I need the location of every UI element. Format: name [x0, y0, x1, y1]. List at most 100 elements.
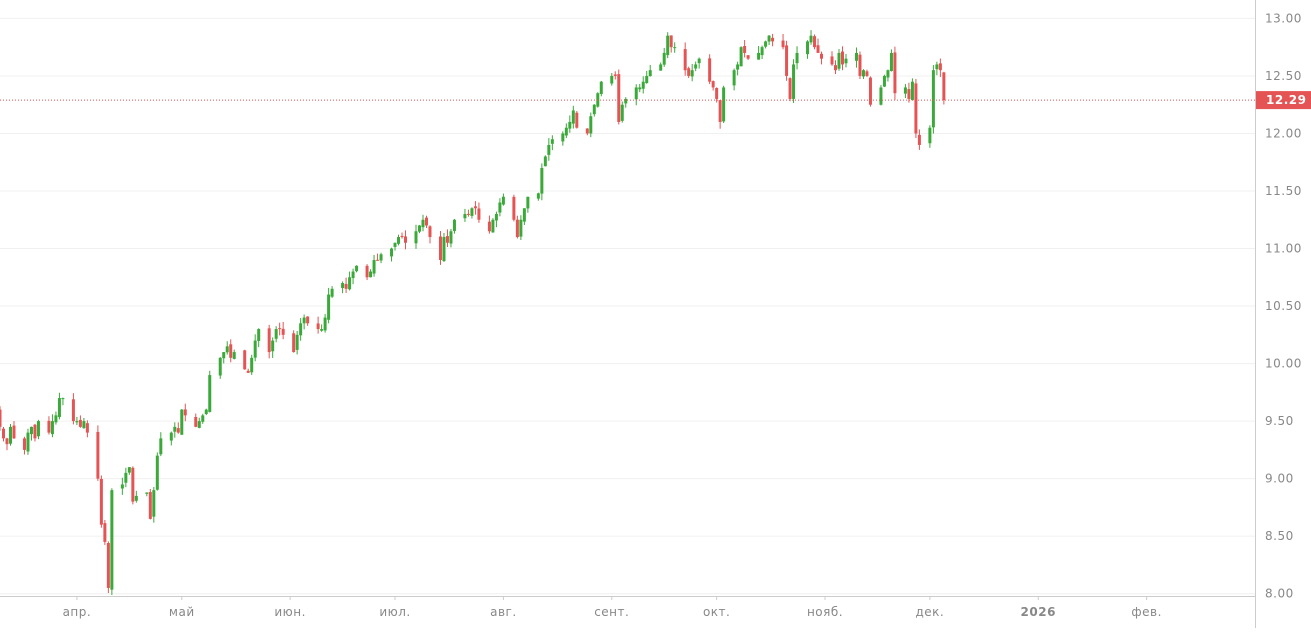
candle-body [131, 467, 135, 502]
candle-body [942, 72, 946, 101]
x-tick-label: дек. [916, 605, 945, 619]
candle-body [861, 70, 865, 77]
candle-body [470, 208, 474, 216]
candle [379, 252, 383, 264]
candle [271, 337, 275, 358]
candle [253, 334, 257, 362]
candle [470, 207, 474, 219]
candle [889, 49, 893, 72]
candle [743, 40, 747, 58]
candle [648, 64, 652, 77]
candle [571, 105, 575, 129]
candle [575, 111, 579, 129]
candle-body [243, 350, 247, 370]
candle-body [666, 35, 670, 56]
candle-body [78, 419, 82, 427]
last-price-badge [1256, 91, 1311, 110]
y-tick-label: 11.50 [1265, 184, 1302, 198]
candle-body [180, 409, 184, 435]
candle-body [442, 237, 446, 262]
candle [907, 82, 911, 103]
candle-body [225, 346, 229, 353]
candle-body [592, 104, 596, 115]
candle-body [830, 56, 834, 65]
candle [320, 324, 324, 332]
candle-body [889, 52, 893, 71]
candle-body [858, 54, 862, 76]
candle-body [201, 415, 205, 422]
candle [711, 80, 715, 91]
candle [928, 125, 932, 148]
candle [785, 40, 789, 81]
candle [57, 392, 61, 420]
candle-body [246, 370, 250, 373]
candle-body [75, 421, 79, 423]
candle-body [197, 421, 201, 428]
candle [568, 115, 572, 133]
candle-body [743, 46, 747, 53]
candle-body [159, 438, 163, 455]
x-tick-label: апр. [63, 605, 92, 619]
candle [536, 192, 540, 201]
candle-body [694, 64, 698, 69]
candle-body [466, 213, 470, 215]
candle-body [879, 87, 883, 105]
candle-body [299, 323, 303, 336]
candle [134, 490, 138, 503]
candle-body [421, 219, 425, 228]
candle-body [29, 426, 33, 435]
candle-body [176, 428, 180, 433]
candle-body [404, 236, 408, 243]
candle-body [54, 415, 58, 423]
candle [397, 234, 401, 246]
candle [477, 202, 481, 223]
candle [879, 85, 883, 106]
candle [103, 519, 107, 545]
candle [659, 62, 663, 71]
candle [351, 268, 355, 285]
candle-body [50, 421, 54, 435]
candle-body [498, 202, 502, 213]
candle [893, 46, 897, 100]
candle [372, 254, 376, 277]
candle [739, 46, 743, 67]
candle [854, 47, 858, 68]
candle [438, 231, 442, 265]
candle-body [917, 134, 921, 145]
candle-body [571, 110, 575, 124]
candle [697, 57, 701, 69]
candle [127, 466, 131, 475]
candle [617, 69, 621, 125]
candle [589, 112, 593, 138]
candle [29, 426, 33, 441]
candle-body [47, 420, 51, 433]
candle [903, 83, 907, 99]
y-tick-label: 12.00 [1265, 126, 1302, 140]
candle-body [854, 52, 858, 61]
candle [442, 232, 446, 262]
candle-body [816, 45, 820, 53]
candle [837, 49, 841, 71]
candle-body [379, 254, 383, 261]
candle-body [8, 426, 12, 444]
candle [515, 215, 519, 239]
candle-body [746, 55, 750, 59]
candle [176, 422, 180, 434]
candle-body [711, 81, 715, 88]
candle-body [120, 484, 124, 489]
candle [243, 349, 247, 370]
candle [250, 354, 254, 375]
candle-body [543, 156, 547, 167]
candle [645, 70, 649, 84]
candle [865, 69, 869, 78]
candle-body [914, 83, 918, 134]
candle [914, 79, 918, 138]
y-tick-label: 9.50 [1265, 414, 1294, 428]
y-tick-label: 11.00 [1265, 242, 1302, 256]
candle [722, 85, 726, 124]
candle-body [935, 64, 939, 70]
candle [491, 218, 495, 233]
